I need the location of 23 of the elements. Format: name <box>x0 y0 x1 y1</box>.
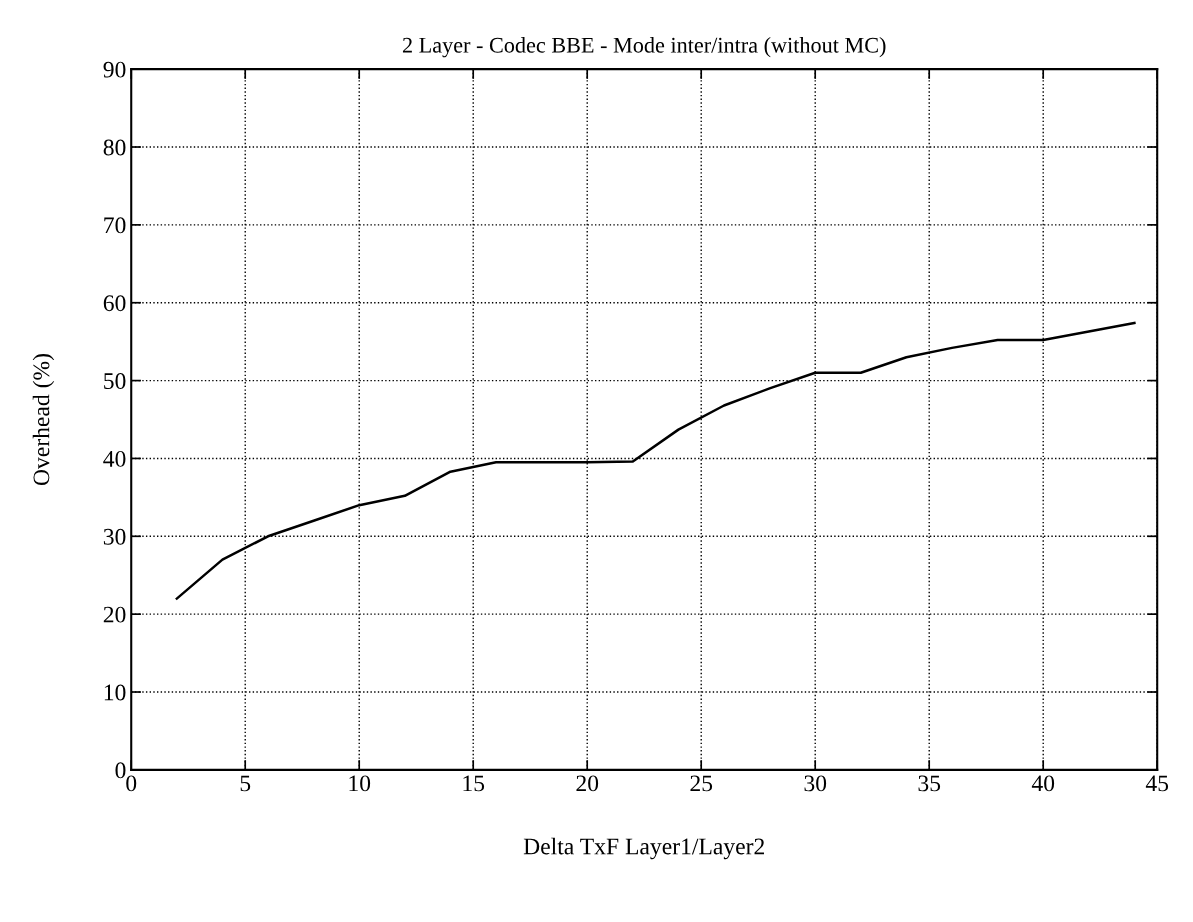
x-tick-label: 5 <box>240 775 251 792</box>
x-tick-label: 30 <box>804 775 827 792</box>
y-tick-label: 60 <box>103 295 126 312</box>
y-tick-label: 20 <box>103 606 126 623</box>
y-tick-label: 40 <box>103 450 126 467</box>
chart-title: 2 Layer - Codec BBE - Mode inter/intra (without MC) <box>402 37 886 58</box>
x-axis-title: Delta TxF Layer1/Layer2 <box>523 837 764 860</box>
x-tick-label: 45 <box>1145 775 1169 792</box>
y-tick-label: 30 <box>103 528 126 545</box>
x-tick-label: 0 <box>126 775 137 792</box>
x-tick-label: 35 <box>918 775 941 792</box>
y-axis-title: Overhead (%) <box>32 354 55 486</box>
y-tick-label: 10 <box>104 684 126 701</box>
x-tick-label: 20 <box>576 775 599 792</box>
x-tick-label: 25 <box>690 775 713 792</box>
x-tick-label: 15 <box>463 775 485 792</box>
y-tick-label: 80 <box>103 139 126 156</box>
y-tick-label: 70 <box>104 217 126 234</box>
y-tick-label: 50 <box>104 373 126 390</box>
x-tick-label: 40 <box>1031 775 1055 792</box>
y-tick-label: 90 <box>103 61 126 78</box>
y-tick-label: 0 <box>115 762 126 779</box>
x-tick-label: 10 <box>349 775 371 792</box>
